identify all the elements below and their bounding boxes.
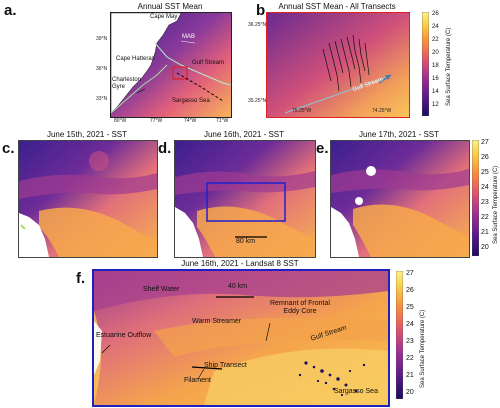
panel-a-gulf-stream: Gulf Stream	[192, 60, 225, 66]
panel-b-lon-74-25: 74.25°W	[372, 108, 392, 114]
panel-d-letter: d.	[158, 140, 172, 157]
panel-b-lat-35-25: 35.25°N	[248, 98, 267, 104]
panel-a-cape-hatteras: Cape Hatteras	[116, 56, 155, 62]
panel-e-cb-20: 20	[481, 244, 489, 251]
panel-b-cb-18: 18	[432, 63, 439, 69]
panel-f-ship-transect: Ship Transect	[204, 362, 247, 369]
panel-b-cb-14: 14	[432, 89, 439, 95]
panel-a-lon-77: 77°W	[150, 118, 163, 124]
panel-a-cape-may: Cape May	[150, 14, 178, 20]
panel-a-mab: MAB	[182, 34, 196, 40]
panel-e-cb-22: 22	[481, 214, 489, 221]
panel-f-filament: Filament	[184, 377, 211, 384]
panel-f-cb-22: 22	[406, 355, 414, 362]
panel-e-cb-26: 26	[481, 154, 489, 161]
panel-a-map	[110, 12, 232, 118]
panel-c-map	[18, 140, 158, 258]
panel-e-cb-23: 23	[481, 199, 489, 206]
panel-b-cb-24: 24	[432, 24, 439, 30]
panel-f-warm-streamer: Warm Streamer	[192, 318, 242, 325]
panel-e-cb-25: 25	[481, 169, 489, 176]
panel-a-charleston-gyre: Charleston Gyre	[112, 77, 142, 90]
panel-e-colorbar	[472, 140, 479, 256]
panel-b-title: Annual SST Mean - All Transects	[278, 2, 396, 11]
panel-d-scale: 80 km	[236, 238, 256, 245]
panel-f-sargasso-sea: Sargasso Sea	[334, 388, 378, 395]
panel-a-lat-36: 36°N	[96, 66, 108, 72]
panel-e-cb-21: 21	[481, 229, 489, 236]
panel-b-cb-26: 26	[432, 11, 439, 17]
panel-a-lat-39: 39°N	[96, 36, 108, 42]
panel-f-cb-24: 24	[406, 321, 414, 328]
panel-f-shelf-water: Shelf Water	[143, 286, 180, 293]
panel-a-sargasso-sea: Sargasso Sea	[172, 98, 210, 104]
panel-f-estuarine-outflow: Estuarine Outflow	[96, 332, 152, 339]
panel-a-lat-33: 33°N	[96, 96, 108, 102]
panel-f-cb-27: 27	[406, 270, 414, 277]
panel-f-cb-20: 20	[406, 389, 414, 396]
panel-f-cb-25: 25	[406, 304, 414, 311]
panel-e-colorbar-label: Sea Surface Temperature (C)	[493, 165, 499, 244]
panel-f-letter: f.	[76, 270, 86, 287]
panel-f-cb-26: 26	[406, 287, 414, 294]
panel-e-title: June 17th, 2021 - SST	[358, 130, 440, 139]
panel-f-remnant: Remnant of Frontal Eddy Core	[270, 300, 330, 315]
panel-b-colorbar-label: Sea Surface Temperature (C)	[446, 27, 452, 106]
panel-b-cb-22: 22	[432, 37, 439, 43]
panel-a-lon-71: 71°W	[216, 118, 229, 124]
panel-e-map	[330, 140, 470, 258]
panel-a-title: Annual SST Mean	[137, 2, 203, 11]
panel-f-title: June 16th, 2021 - Landsat 8 SST	[181, 259, 299, 268]
panel-f-cb-21: 21	[406, 372, 414, 379]
panel-c-letter: c.	[2, 140, 15, 157]
panel-b-cb-12: 12	[432, 102, 439, 108]
panel-b-cb-20: 20	[432, 50, 439, 56]
panel-f-colorbar-label: Sea Surface Temperature (C)	[420, 309, 426, 388]
panel-b-cb-16: 16	[432, 76, 439, 82]
panel-e-cb-27: 27	[481, 139, 489, 146]
panel-e-letter: e.	[316, 140, 329, 157]
panel-e-cb-24: 24	[481, 184, 489, 191]
panel-b-colorbar	[422, 12, 429, 116]
panel-d-title: June 16th, 2021 - SST	[203, 130, 285, 139]
panel-b-lat-36-25: 36.25°N	[248, 22, 267, 28]
panel-d-map	[174, 140, 316, 258]
panel-f-cb-23: 23	[406, 338, 414, 345]
panel-f-map	[92, 269, 390, 407]
panel-a-letter: a.	[4, 2, 17, 19]
panel-a-lon-74: 74°W	[184, 118, 197, 124]
panel-c-title: June 15th, 2021 - SST	[46, 130, 128, 139]
panel-b-lon-75-25: 75.25°W	[292, 108, 312, 114]
panel-f-scale: 40 km	[228, 283, 248, 290]
panel-b-map	[266, 12, 410, 118]
panel-a-lon-80: 80°W	[114, 118, 127, 124]
panel-f-colorbar	[396, 271, 403, 399]
